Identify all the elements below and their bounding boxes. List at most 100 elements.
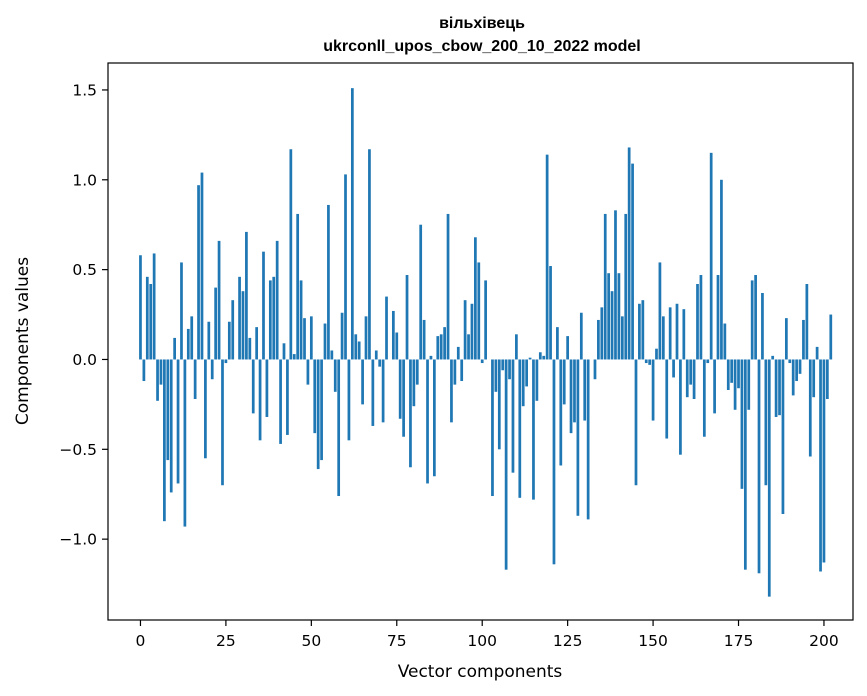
bar (808, 359, 812, 457)
bar (549, 266, 552, 360)
bar (497, 359, 501, 450)
bar (426, 359, 429, 484)
bar (197, 185, 200, 360)
bar (446, 213, 450, 360)
bar (730, 359, 734, 383)
bar (480, 359, 484, 364)
bar (255, 327, 259, 360)
bar (566, 336, 570, 360)
bar (672, 359, 675, 378)
bar (231, 300, 235, 360)
bar (631, 163, 634, 360)
bar (296, 213, 300, 360)
bar (350, 88, 354, 360)
bar (754, 275, 757, 360)
bar (518, 359, 522, 498)
bar (702, 359, 706, 437)
y-axis-label: Components values (13, 257, 33, 425)
bar (583, 359, 587, 421)
bar (610, 291, 614, 360)
bar (415, 359, 419, 385)
bar (504, 359, 508, 570)
bar (204, 359, 207, 459)
plot-area-frame (107, 62, 854, 621)
bar (422, 319, 426, 360)
bar (224, 359, 228, 364)
bar (241, 291, 245, 360)
bar (720, 179, 723, 360)
bar (173, 337, 176, 360)
bar (668, 307, 672, 360)
x-tick-label: 150 (638, 632, 668, 650)
x-tick-label: 200 (809, 632, 839, 650)
bar (337, 359, 341, 497)
bar (279, 359, 282, 444)
y-tick-label: 0.0 (72, 351, 97, 369)
y-tick-label: 1.5 (72, 81, 97, 99)
bar (313, 359, 317, 434)
bar (364, 316, 368, 360)
bar (344, 174, 347, 360)
bar (682, 309, 686, 360)
bar (597, 319, 600, 360)
bar (251, 359, 255, 414)
bar (624, 213, 628, 360)
bar (723, 323, 727, 360)
bar (805, 284, 809, 360)
bar (306, 359, 310, 385)
bar (579, 312, 583, 360)
bar (320, 359, 323, 461)
bar (706, 359, 710, 364)
bar (456, 346, 460, 360)
bar (586, 359, 590, 520)
bar (176, 359, 180, 484)
bar (826, 359, 829, 399)
bar (286, 359, 289, 435)
bar (163, 359, 166, 522)
bar (357, 341, 361, 360)
bar (658, 262, 662, 360)
bar (289, 149, 293, 360)
bar (778, 359, 781, 416)
bar (323, 323, 327, 360)
bar (761, 292, 764, 360)
x-tick-label: 75 (387, 632, 407, 650)
x-tick-label: 25 (216, 632, 236, 650)
bar (391, 310, 395, 360)
bar (214, 287, 218, 360)
y-axis-ticks: −1.0 −0.5 0.0 0.5 1.0 1.5 (59, 81, 108, 549)
bar (713, 359, 716, 414)
bar (453, 359, 457, 385)
x-tick-label: 100 (467, 632, 497, 650)
bar (614, 210, 617, 360)
bar (200, 172, 204, 360)
bar (470, 303, 474, 360)
bar (685, 359, 689, 398)
bar (347, 359, 351, 441)
bar (467, 334, 470, 360)
bar (576, 359, 580, 516)
bar (600, 307, 604, 360)
bar (433, 359, 436, 477)
bar (381, 359, 385, 423)
bar (374, 350, 378, 360)
bar (552, 359, 556, 565)
bar (190, 316, 194, 360)
bar (309, 316, 313, 360)
bar (641, 300, 645, 360)
bar (644, 359, 648, 364)
bar (812, 359, 816, 398)
bar (764, 359, 768, 486)
bar (556, 327, 559, 360)
bar (508, 359, 511, 380)
bar (186, 328, 190, 360)
bar (791, 359, 795, 396)
bar (207, 321, 211, 360)
bar (340, 312, 344, 360)
bar (634, 359, 638, 486)
bar (620, 316, 624, 360)
bar (788, 359, 792, 364)
bar (665, 359, 669, 439)
